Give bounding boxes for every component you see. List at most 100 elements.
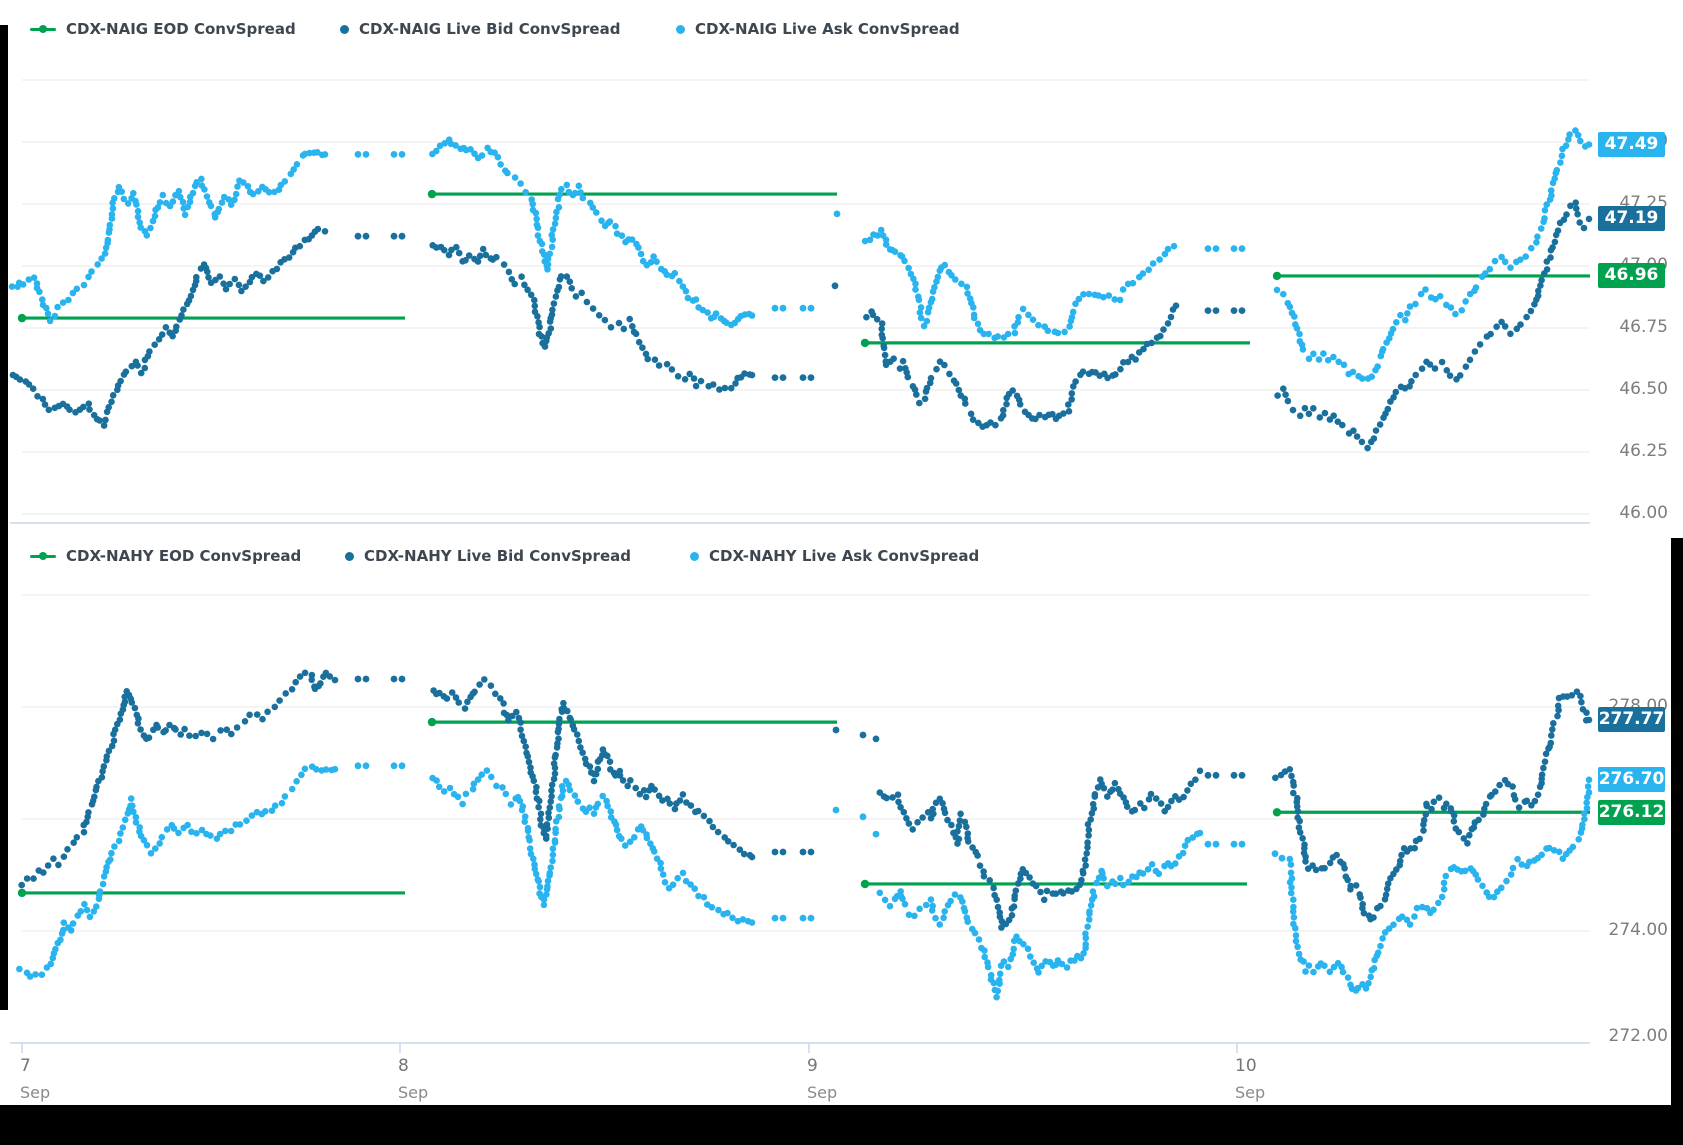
bid-dot (1384, 880, 1392, 887)
bid-dot (964, 838, 972, 845)
ask-dot (184, 203, 192, 211)
ask-dot (81, 900, 88, 908)
legend-item-naig-eod[interactable]: CDX-NAIG EOD ConvSpread (30, 14, 296, 44)
x-axis-month-label: Sep (398, 1083, 429, 1102)
ask-dot (586, 804, 593, 811)
bid-dot (869, 311, 877, 319)
bid-dot (586, 763, 594, 770)
bid-dot (581, 755, 589, 763)
bid-dot (969, 416, 977, 424)
ask-dot (974, 320, 982, 328)
ask-dot (1289, 908, 1297, 915)
legend-item-naig-bid[interactable]: CDX-NAIG Live Bid ConvSpread (340, 14, 620, 44)
bid-dot (296, 673, 304, 680)
ask-dot (175, 829, 182, 837)
bid-dot (879, 334, 886, 342)
bid-dot (1450, 812, 1458, 819)
legend-label: CDX-NAHY Live Ask ConvSpread (709, 547, 980, 565)
bid-dot (86, 406, 93, 413)
bid-dot (948, 821, 955, 829)
ask-dot (1072, 300, 1079, 308)
bid-dot (536, 797, 543, 805)
ask-dot (1015, 313, 1022, 321)
bid-dot (1187, 780, 1195, 788)
ask-dot (594, 800, 602, 808)
bid-dot (1462, 363, 1470, 371)
bid-dot (1330, 412, 1337, 420)
ask-dot (518, 806, 526, 814)
bid-dot (1422, 811, 1430, 818)
bid-dot (1359, 904, 1366, 912)
ask-dot (1294, 943, 1301, 951)
bid-dot (1443, 367, 1451, 374)
bid-dot (1081, 856, 1089, 863)
ask-dot-sparse (1238, 840, 1246, 848)
bid-dot (1152, 795, 1160, 802)
ask-dot (1170, 242, 1178, 250)
legend-item-nahy-eod[interactable]: CDX-NAHY EOD ConvSpread (30, 541, 301, 571)
ask-dot (901, 900, 909, 908)
ask-dot (175, 187, 183, 195)
ask-dot (454, 793, 462, 801)
ask-dot (994, 333, 1002, 340)
bid-dot (497, 695, 504, 702)
bid-dot (117, 377, 124, 385)
ask-dot (551, 837, 559, 844)
bid-dot (1022, 869, 1030, 877)
eod-line-start-dot (1272, 808, 1282, 817)
bid-dot (537, 810, 545, 818)
ask-dot (1365, 980, 1372, 987)
ask-dot (533, 215, 540, 223)
bid-dot (1523, 797, 1531, 805)
ask-dot (1286, 855, 1294, 863)
bid-dot (73, 834, 81, 841)
ask-dot-sparse (354, 762, 362, 770)
ask-dot (293, 161, 301, 168)
bid-dot (1466, 831, 1473, 839)
ask-dot (93, 903, 100, 910)
bid-dot (231, 275, 239, 283)
ask-dot (661, 879, 669, 886)
bid-dot (1523, 313, 1530, 321)
ask-dot (1438, 893, 1446, 901)
legend-item-nahy-ask[interactable]: CDX-NAHY Live Ask ConvSpread (690, 541, 979, 571)
ask-dot (268, 807, 276, 814)
ask-dot (558, 185, 565, 193)
bid-dot (557, 273, 565, 280)
bid-dot (1541, 758, 1549, 765)
ask-dot-sparse (807, 304, 815, 312)
ask-dot (912, 280, 919, 288)
legend-label: CDX-NAIG Live Ask ConvSpread (695, 20, 960, 38)
ask-dot (193, 830, 200, 837)
bid-dot (601, 316, 609, 324)
bid-dot (555, 283, 563, 291)
ask-dot (521, 818, 528, 825)
bid-dot (1493, 323, 1500, 331)
last-value-badge-ask: 276.70 (1598, 767, 1665, 793)
ask-dot (1156, 256, 1163, 263)
legend-item-naig-ask[interactable]: CDX-NAIG Live Ask ConvSpread (676, 14, 960, 44)
bid-dot (1455, 828, 1463, 836)
bid-dot (881, 351, 889, 359)
bid-dot (1068, 396, 1075, 403)
bid-dot (285, 254, 293, 261)
legend-item-nahy-bid[interactable]: CDX-NAHY Live Bid ConvSpread (345, 541, 631, 571)
bid-dot (1192, 776, 1199, 783)
ask-dot (524, 827, 532, 835)
bid-dot (1082, 862, 1089, 869)
ask-dot (1287, 861, 1295, 868)
ask-dot (1338, 963, 1345, 971)
ask-dot (198, 175, 205, 183)
ask-dot (322, 766, 330, 773)
bid-dot (217, 727, 224, 734)
bid-dot (23, 875, 31, 882)
bid-dot (154, 724, 162, 731)
ask-dot (1004, 963, 1012, 971)
ask-dot (469, 785, 477, 793)
bid-dot (883, 794, 890, 802)
ask-dot-sparse (807, 914, 815, 922)
bid-dot (748, 853, 756, 861)
ask-dot (106, 221, 114, 229)
bid-dot (465, 252, 473, 259)
ask-dot (516, 797, 524, 805)
